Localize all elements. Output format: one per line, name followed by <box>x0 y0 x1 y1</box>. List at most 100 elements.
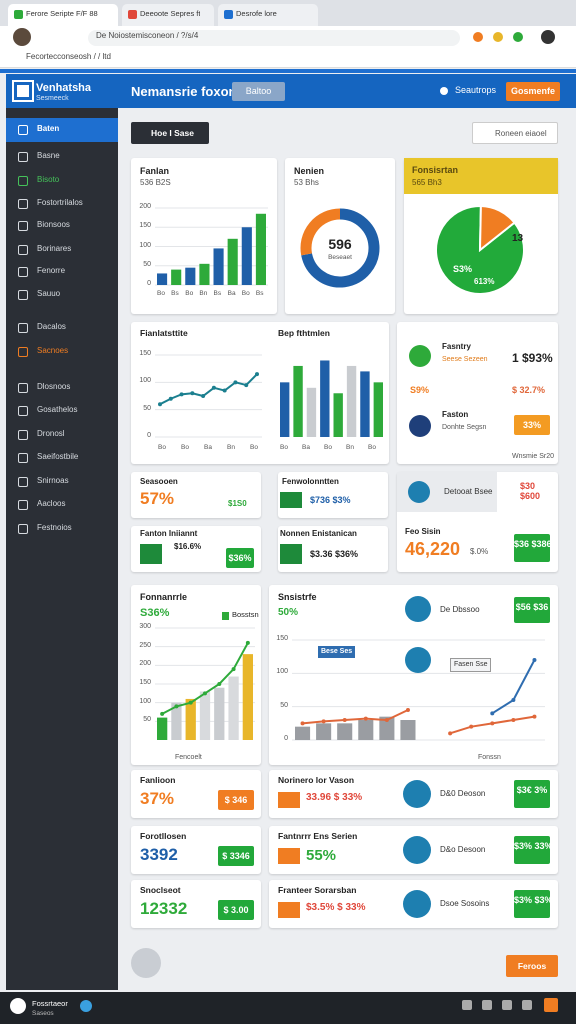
sidebar-items[interactable]: Baten <box>37 124 60 133</box>
rows-title: S9% <box>410 385 430 395</box>
sidebar-items[interactable]: Festnoios <box>37 523 72 532</box>
card-bar-title: Fanlan <box>140 166 170 176</box>
card-pie-labels: 13 <box>512 233 524 244</box>
rows-title: Fasntry <box>442 342 471 351</box>
sidebar-items[interactable]: Fenorre <box>37 266 66 275</box>
kpis-sub: $1S0 <box>228 499 247 508</box>
header-user: Seautrops <box>455 85 497 95</box>
sidebar-items[interactable]: Bionsoos <box>37 220 70 229</box>
sidebar-items[interactable]: Aacloos <box>37 499 66 508</box>
sidebar-icon <box>18 176 28 186</box>
chart-f-xlabel: Fencoelt <box>175 754 202 761</box>
tab[interactable] <box>218 4 318 26</box>
card-bar-yticks: 0 <box>147 280 151 287</box>
highlight-big: 46,220 <box>405 539 461 559</box>
summary-label: D&0 Deoson <box>440 789 486 798</box>
card-bar-yticks: 200 <box>139 203 151 210</box>
card-donut-center-sub: Beseaet <box>328 254 352 261</box>
card-bar-categories: Bo <box>157 290 165 297</box>
header-title: Nemansrie foxon <box>131 84 237 99</box>
kpis-title: Fanton Iniiannt <box>140 529 198 538</box>
sidebar-items[interactable]: Snirnoas <box>37 476 69 485</box>
sidebar-items[interactable]: Sacnoes <box>37 346 69 355</box>
card-bar-subtitle: 536 B2S <box>140 178 171 187</box>
footer-button[interactable]: Feroos <box>506 955 558 977</box>
sidebar-icon <box>18 290 28 300</box>
browser-tabs[interactable]: Desrofe lore <box>236 10 277 18</box>
card-bar-categories: Ba <box>227 290 236 297</box>
card-header <box>404 158 558 194</box>
chart-g-side-label: De Dbssoo <box>440 605 480 614</box>
sidebar-items[interactable]: Gosathelos <box>37 405 78 414</box>
rows-sub: Seese Sezeen <box>442 356 488 363</box>
chart-g-yticks: 50 <box>280 701 288 709</box>
sidebar-items[interactable]: Dronosl <box>37 429 65 438</box>
sidebar-icon <box>18 199 28 209</box>
summary-title: Fanlioon <box>140 775 176 785</box>
sidebar-icon <box>18 221 28 231</box>
header-tab[interactable]: Baltoo <box>232 82 285 101</box>
chart-g-annotations: Fasen Sse <box>450 658 492 672</box>
chart-f-yticks: 200 <box>139 660 151 668</box>
sidebar-items[interactable]: Dlosnoos <box>37 382 71 391</box>
sidebar-icon <box>18 383 28 393</box>
chart-f-yticks: 100 <box>139 697 151 705</box>
toolbar-button[interactable]: Hoe I Sase <box>131 122 209 144</box>
card-bar-categories: Bn <box>199 290 208 297</box>
sidebar-icon <box>18 453 28 463</box>
row-icon <box>278 792 300 808</box>
chart-g-yticks: 150 <box>276 635 288 642</box>
sidebar-items[interactable]: Dacalos <box>37 322 66 331</box>
browser-url[interactable]: De Noiostemisconeon / ?/s/4 <box>96 32 199 40</box>
card-trend-xlabels: Ba <box>204 444 212 451</box>
taskbar-sub: Saseos <box>32 1010 54 1017</box>
highlight-title2: Feo Sisin <box>405 527 441 536</box>
sidebar <box>6 108 118 990</box>
summary-mid-title: Franteer Sorarsban <box>278 885 357 895</box>
summary-value: 3392 <box>140 845 178 864</box>
sidebar-items[interactable]: Basne <box>37 151 60 160</box>
chart-f-yticks: 300 <box>139 623 151 630</box>
card-pie-labels: 613% <box>474 277 495 286</box>
profile <box>541 30 555 44</box>
card-trend-yticks: 0 <box>147 432 151 439</box>
sidebar-items[interactable]: Borinares <box>37 244 72 253</box>
kpis-value: $3.36 $36% <box>310 549 359 559</box>
url-field[interactable] <box>88 30 460 46</box>
window-controls <box>532 6 572 20</box>
row-icon <box>278 848 300 864</box>
card-donut-subtitle: 53 Bhs <box>294 178 319 187</box>
tab[interactable] <box>8 4 118 26</box>
fab <box>131 948 161 978</box>
toolbar-search[interactable]: Roneen eiaoel <box>472 122 558 144</box>
sidebar-icon <box>18 406 28 416</box>
taskbar <box>0 992 576 1024</box>
sidebar-items[interactable]: Bisoto <box>37 175 60 184</box>
sidebar-items[interactable]: Sauuo <box>37 289 61 298</box>
kpis-title: Seasooen <box>140 477 178 486</box>
kpis-title: Nonnen Enistanican <box>280 529 357 538</box>
card-pie-title: Fonsisrtan <box>412 165 459 175</box>
browser-tabs[interactable]: Deeoote Sepres ft <box>140 10 200 18</box>
browser-tabs[interactable]: Ferore Seripte F/F 88 <box>26 10 98 18</box>
tab-icon <box>224 10 233 19</box>
tray-icon <box>544 998 558 1012</box>
icon <box>405 647 431 673</box>
stats-footnote: Wnsmie Sr20 <box>512 453 555 460</box>
sidebar-items[interactable]: Saeifostbile <box>37 452 79 461</box>
card-pie-subtitle: 565 Bh3 <box>412 178 442 187</box>
row-icon <box>278 902 300 918</box>
sidebar-items[interactable]: Fostortrilalos <box>37 198 83 207</box>
sidebar-icon <box>18 347 28 357</box>
chart-g-xlabel: Fonssn <box>478 754 501 761</box>
tab[interactable] <box>122 4 214 26</box>
header-button[interactable]: Gosmenfe <box>506 82 560 101</box>
chart-f-title: Fonnanrrle <box>140 592 188 602</box>
card-trend-yticks: 150 <box>139 350 151 357</box>
chart-f-value: S36% <box>140 607 170 619</box>
icon <box>513 32 523 42</box>
summary-title: Forotllosen <box>140 831 187 841</box>
card-trend-xlabels2: Bo <box>280 444 288 451</box>
browser-bookmarks[interactable]: Fecortecconseosh / / ltd <box>26 52 111 61</box>
